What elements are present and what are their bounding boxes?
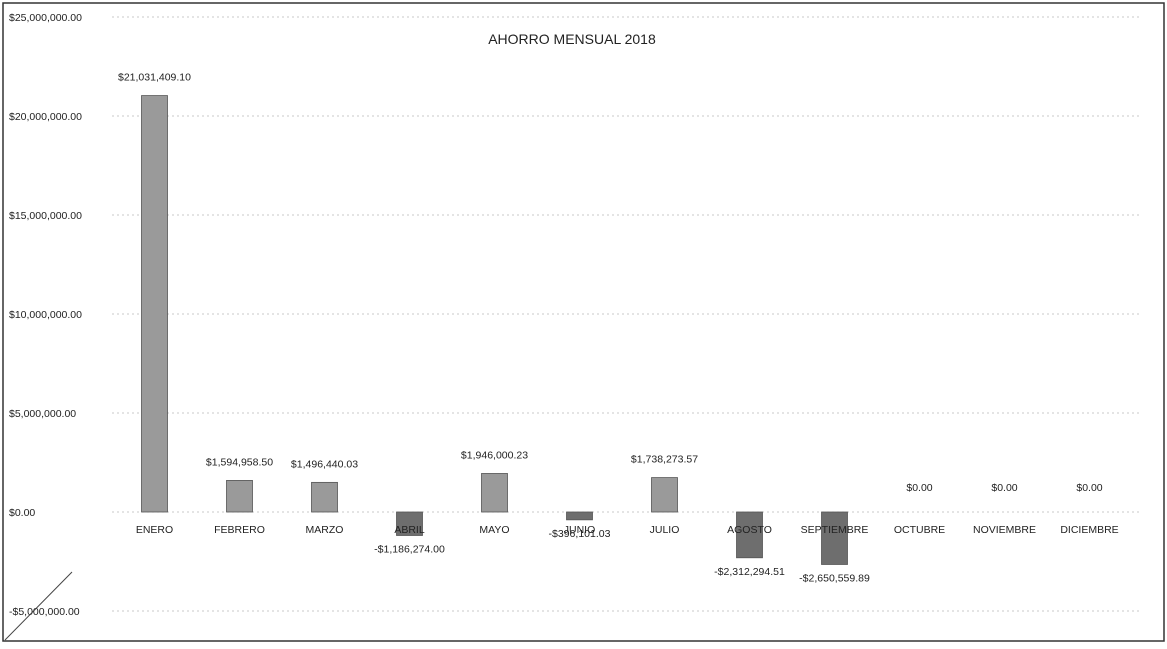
bar-abril [396,511,423,536]
category-label: MAYO [479,524,509,536]
data-labels: $21,031,409.10 $1,594,958.50 $1,496,440.03… [118,72,1103,585]
category-label: OCTUBRE [894,524,945,536]
category-label: SEPTIEMBRE [801,524,869,536]
category-label: NOVIEMBRE [973,524,1036,536]
chart-title: AHORRO MENSUAL 2018 [488,31,656,47]
bar-julio [651,477,678,513]
y-tick-label: $15,000,000.00 [9,210,82,222]
data-label: $1,496,440.03 [291,458,358,470]
y-tick-label: $10,000,000.00 [9,309,82,321]
data-label: $0.00 [991,482,1017,494]
data-label: -$2,650,559.89 [799,572,870,584]
category-labels: ENERO FEBRERO MARZO ABRIL MAYO JUNIO JULIO AGOS… [136,524,1119,536]
data-label: $0.00 [1076,482,1102,494]
bar-septiembre [821,511,848,565]
category-label: AGOSTO [727,524,772,536]
bar-enero [141,95,168,513]
category-label: JUNIO [564,524,596,536]
y-axis-tick-labels: -$5,000,000.00 $0.00 $5,000,000.00 $10,000,… [9,12,82,618]
bar-marzo [311,481,338,513]
bar-agosto [736,511,763,559]
category-label: DICIEMBRE [1060,524,1118,536]
data-label: $1,594,958.50 [206,456,273,468]
category-label: JULIO [650,524,680,536]
category-label: ENERO [136,524,173,536]
data-label: $21,031,409.10 [118,72,191,84]
bar-junio [566,511,593,521]
bar-mayo [481,473,508,513]
bar-febrero [226,480,253,513]
decorative-scan-mark [4,571,73,641]
data-label: -$2,312,294.51 [714,566,785,578]
y-tick-label: $25,000,000.00 [9,12,82,24]
data-label: -$1,186,274.00 [374,543,445,555]
data-label: $1,738,273.57 [631,454,698,466]
data-label: -$396,101.03 [549,528,611,540]
gridlines [112,16,1140,612]
y-tick-label: $5,000,000.00 [9,408,76,420]
bars [141,95,848,565]
y-tick-label: $20,000,000.00 [9,111,82,123]
category-label: ABRIL [394,524,425,536]
category-label: FEBRERO [214,524,265,536]
category-label: MARZO [306,524,344,536]
data-label: $0.00 [906,482,932,494]
y-tick-label: $0.00 [9,507,35,519]
data-label: $1,946,000.23 [461,449,528,461]
y-tick-label: -$5,000,000.00 [9,606,80,618]
